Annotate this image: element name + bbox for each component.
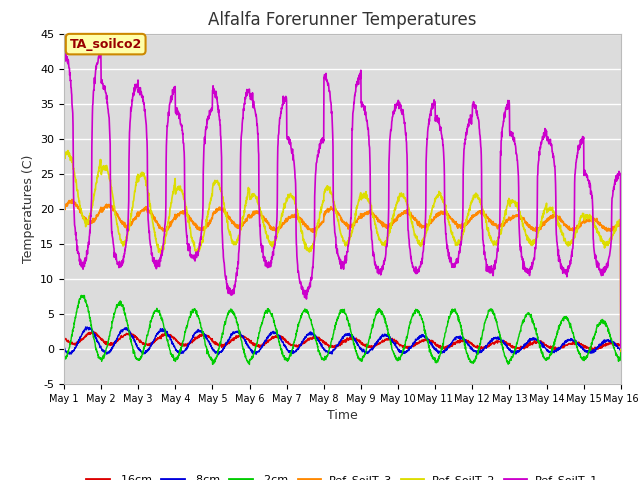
- Ref_SoilT_3: [568, 227, 575, 233]
- Line: Ref_SoilT_2: Ref_SoilT_2: [64, 151, 621, 349]
- Line: Ref_SoilT_3: Ref_SoilT_3: [64, 199, 621, 351]
- Title: Alfalfa Forerunner Temperatures: Alfalfa Forerunner Temperatures: [208, 11, 477, 29]
- -8cm: [82, 324, 90, 330]
- -2cm: [371, 315, 379, 321]
- Line: Ref_SoilT_1: Ref_SoilT_1: [64, 52, 621, 348]
- -8cm: [359, 348, 367, 354]
- -16cm: [91, 329, 99, 335]
- -16cm: [553, 348, 561, 353]
- Ref_SoilT_2: [60, 158, 68, 164]
- Legend: -16cm, -8cm, -2cm, Ref_SoilT_3, Ref_SoilT_2, Ref_SoilT_1: -16cm, -8cm, -2cm, Ref_SoilT_3, Ref_Soil…: [82, 471, 603, 480]
- -16cm: [584, 345, 591, 351]
- Ref_SoilT_3: [359, 213, 367, 219]
- Ref_SoilT_3: [584, 216, 591, 222]
- -16cm: [568, 340, 576, 346]
- -8cm: [216, 348, 223, 354]
- -16cm: [371, 343, 379, 348]
- Ref_SoilT_3: [617, 348, 625, 354]
- Line: -8cm: -8cm: [64, 327, 621, 355]
- Y-axis label: Temperatures (C): Temperatures (C): [22, 155, 35, 263]
- Ref_SoilT_1: [504, 105, 512, 111]
- Ref_SoilT_1: [371, 262, 379, 267]
- Ref_SoilT_2: [359, 194, 367, 200]
- Ref_SoilT_2: [371, 219, 379, 225]
- -2cm: [568, 328, 576, 334]
- -2cm: [216, 343, 223, 348]
- -2cm: [359, 354, 367, 360]
- Ref_SoilT_1: [61, 49, 69, 55]
- Ref_SoilT_1: [617, 345, 625, 351]
- Ref_SoilT_1: [359, 102, 367, 108]
- -2cm: [77, 292, 85, 298]
- -16cm: [60, 335, 68, 341]
- -8cm: [568, 336, 576, 342]
- -2cm: [246, 361, 253, 367]
- Line: -2cm: -2cm: [64, 295, 621, 364]
- Ref_SoilT_3: [216, 204, 223, 210]
- Ref_SoilT_2: [617, 347, 625, 352]
- Ref_SoilT_1: [60, 54, 68, 60]
- -16cm: [504, 341, 512, 347]
- Ref_SoilT_2: [584, 212, 591, 218]
- -16cm: [359, 342, 367, 348]
- -2cm: [60, 357, 68, 362]
- Ref_SoilT_3: [68, 196, 76, 202]
- -8cm: [371, 341, 379, 347]
- Ref_SoilT_3: [60, 207, 68, 213]
- Text: TA_soilco2: TA_soilco2: [70, 37, 142, 50]
- -16cm: [617, 346, 625, 351]
- -2cm: [584, 353, 591, 359]
- Ref_SoilT_2: [64, 148, 72, 154]
- -16cm: [216, 342, 223, 348]
- Ref_SoilT_3: [504, 217, 512, 223]
- -8cm: [60, 345, 68, 351]
- Line: -16cm: -16cm: [64, 332, 621, 350]
- -8cm: [617, 346, 625, 352]
- -2cm: [505, 360, 513, 366]
- Ref_SoilT_2: [504, 197, 512, 203]
- Ref_SoilT_1: [568, 249, 575, 254]
- -2cm: [617, 345, 625, 351]
- Ref_SoilT_2: [568, 240, 575, 246]
- Ref_SoilT_2: [216, 184, 223, 190]
- -8cm: [584, 349, 591, 355]
- Ref_SoilT_1: [584, 172, 591, 178]
- -8cm: [505, 345, 513, 351]
- X-axis label: Time: Time: [327, 409, 358, 422]
- Ref_SoilT_1: [216, 117, 223, 123]
- Ref_SoilT_3: [371, 214, 379, 219]
- -8cm: [214, 352, 222, 358]
